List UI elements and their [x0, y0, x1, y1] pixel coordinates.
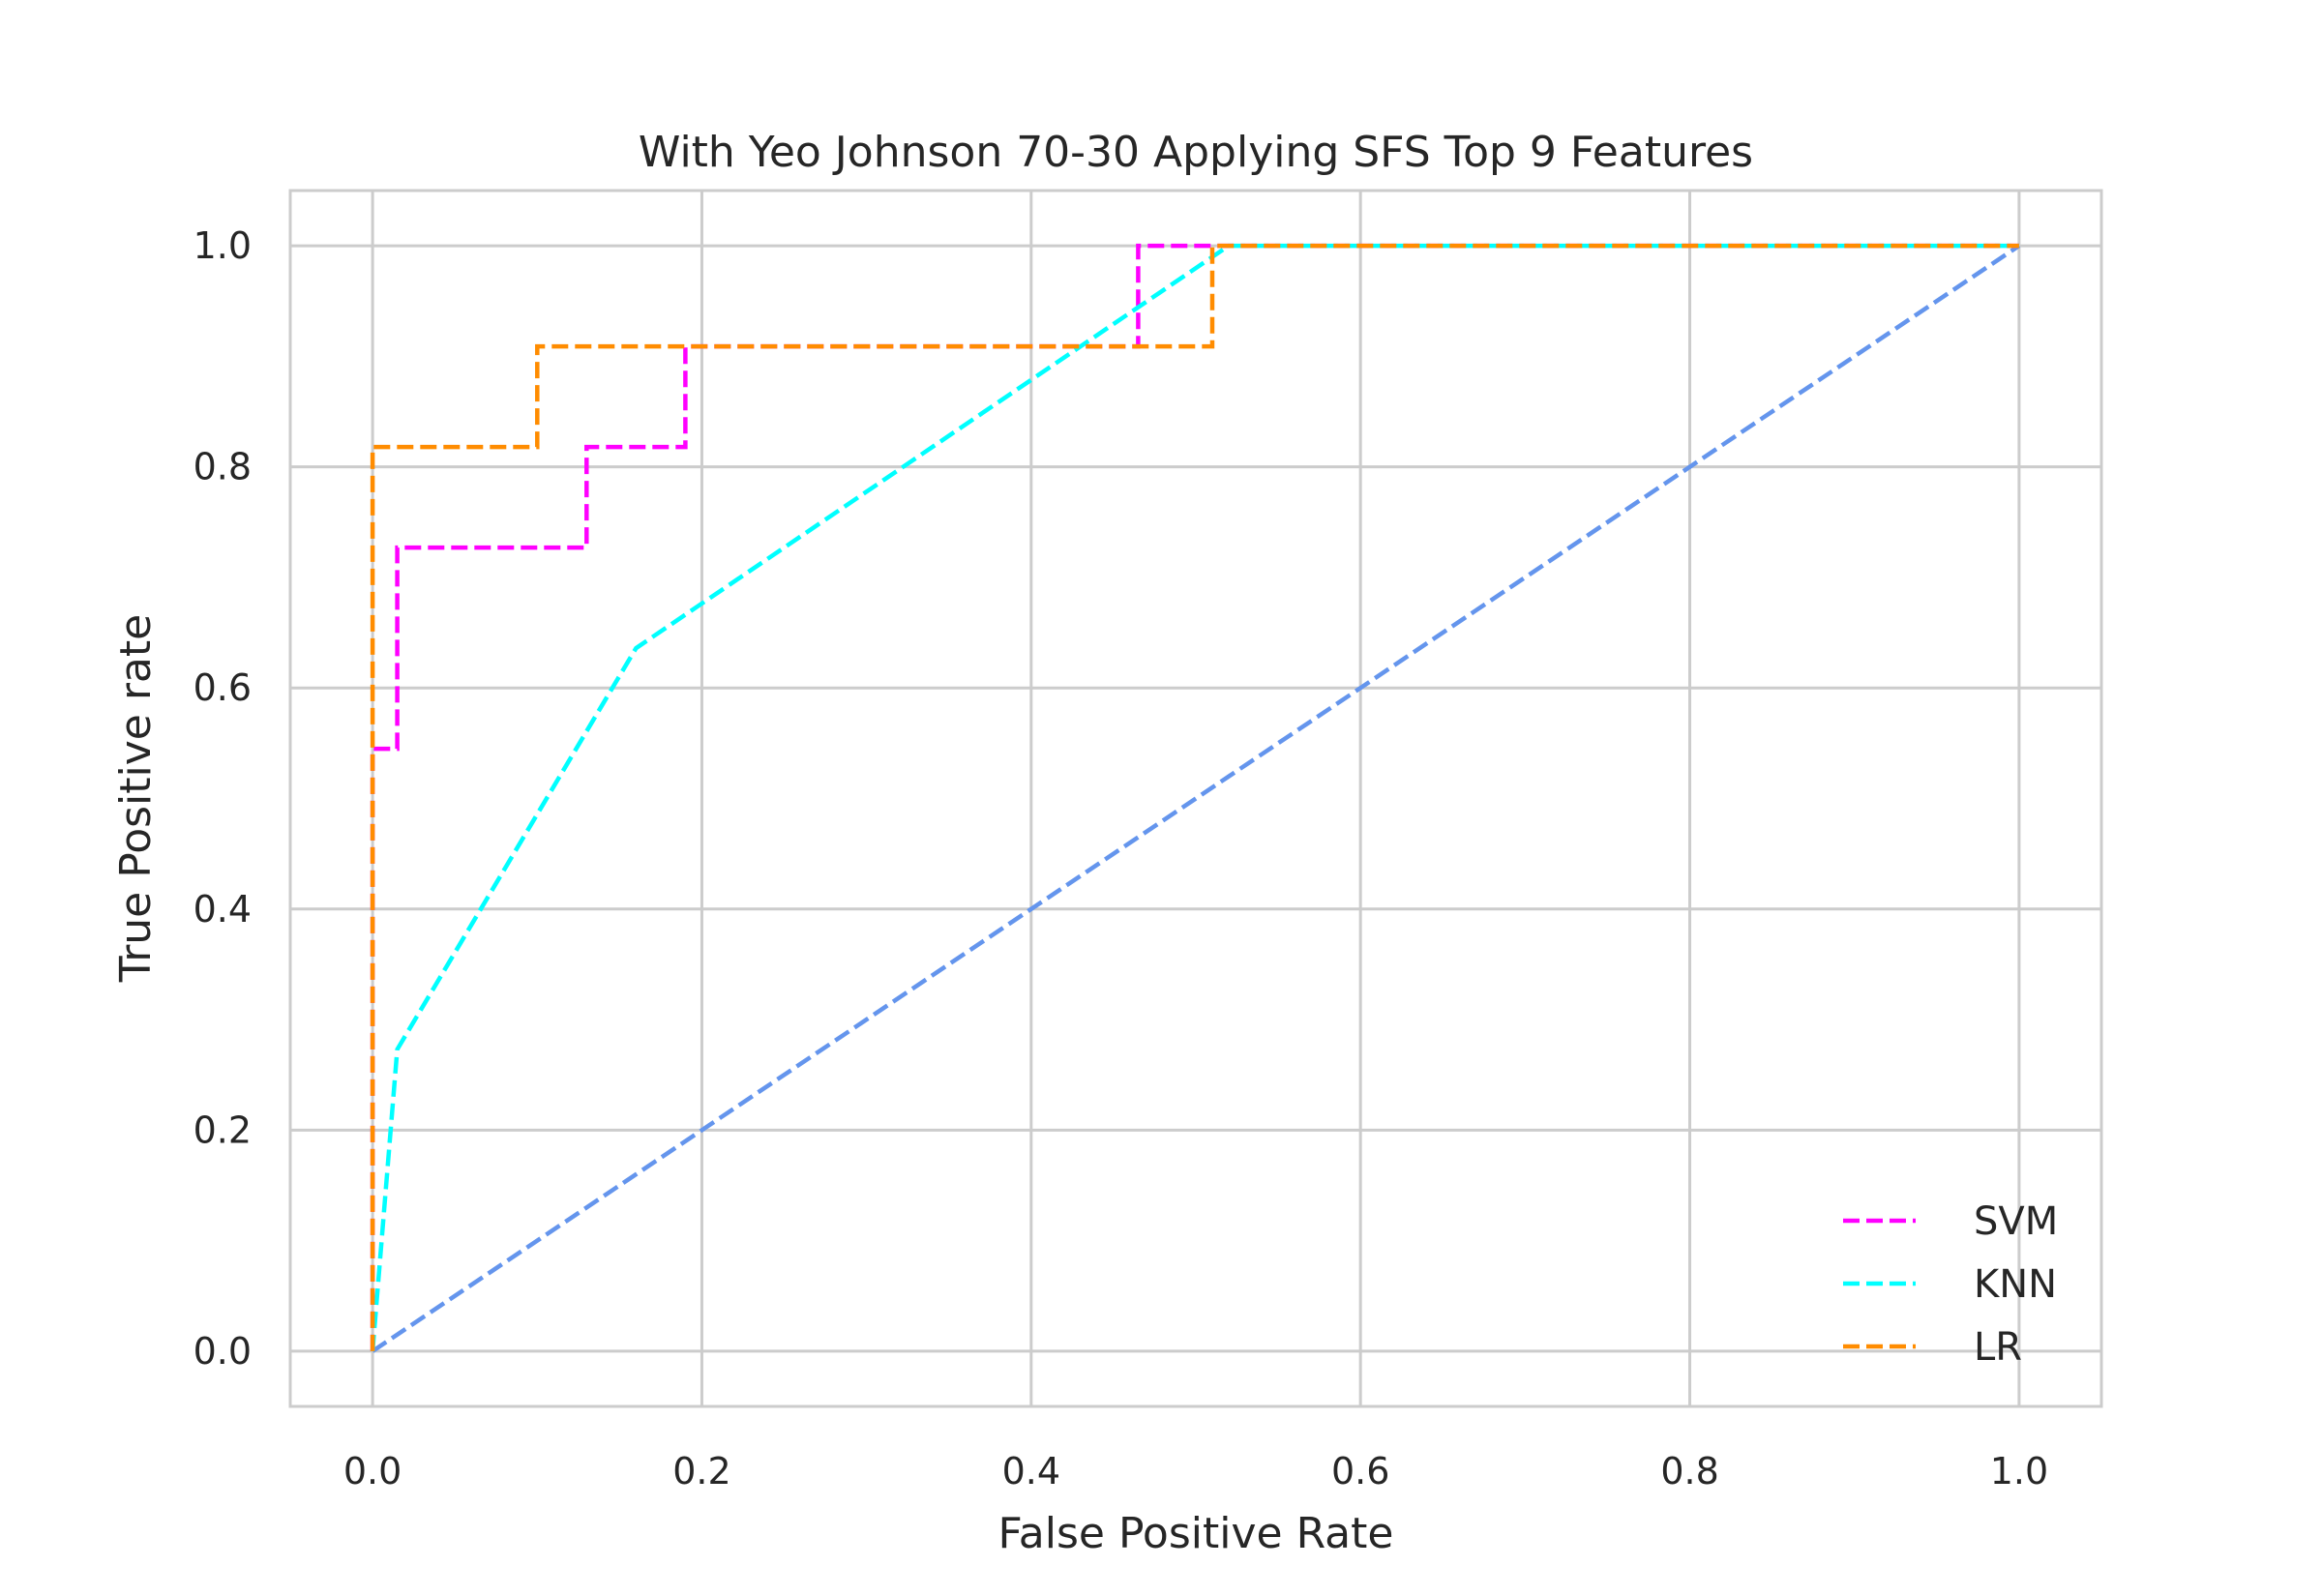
series-layer: [370, 243, 2021, 1353]
y-tick-labels: 0.0 0.2 0.4 0.6 0.8 1.0: [194, 224, 252, 1373]
x-tick-label: 0.6: [1331, 1450, 1389, 1493]
y-tick-label: 0.0: [194, 1330, 252, 1373]
x-axis-label: False Positive Rate: [998, 1509, 1394, 1558]
y-tick-label: 0.8: [194, 446, 252, 488]
x-tick-label: 0.4: [1002, 1450, 1060, 1493]
series-line-lr: [370, 243, 2019, 1351]
x-tick-label: 0.2: [672, 1450, 730, 1493]
x-tick-label: 0.8: [1660, 1450, 1718, 1493]
chart-title: With Yeo Johnson 70-30 Applying SFS Top …: [639, 128, 1753, 177]
grid-lines: [290, 191, 2101, 1406]
series-line-svm: [370, 243, 2019, 1351]
legend-label-svm: SVM: [1974, 1199, 2058, 1244]
plot-frame: [288, 189, 2103, 1408]
reference-diagonal-line: [371, 244, 2021, 1353]
series-line-knn: [370, 243, 2019, 1352]
y-tick-label: 0.4: [194, 888, 252, 931]
x-tick-label: 1.0: [1990, 1450, 2048, 1493]
y-tick-label: 0.6: [194, 666, 252, 709]
legend-label-knn: KNN: [1974, 1262, 2057, 1307]
y-tick-label: 0.2: [194, 1108, 252, 1151]
legend-label-lr: LR: [1974, 1325, 2022, 1370]
y-axis-label: True Positive rate: [111, 614, 161, 983]
y-tick-label: 1.0: [194, 224, 252, 267]
x-tick-labels: 0.0 0.2 0.4 0.6 0.8 1.0: [343, 1450, 2048, 1493]
x-tick-label: 0.0: [343, 1450, 402, 1493]
legend: SVM KNN LR: [1843, 1199, 2058, 1370]
